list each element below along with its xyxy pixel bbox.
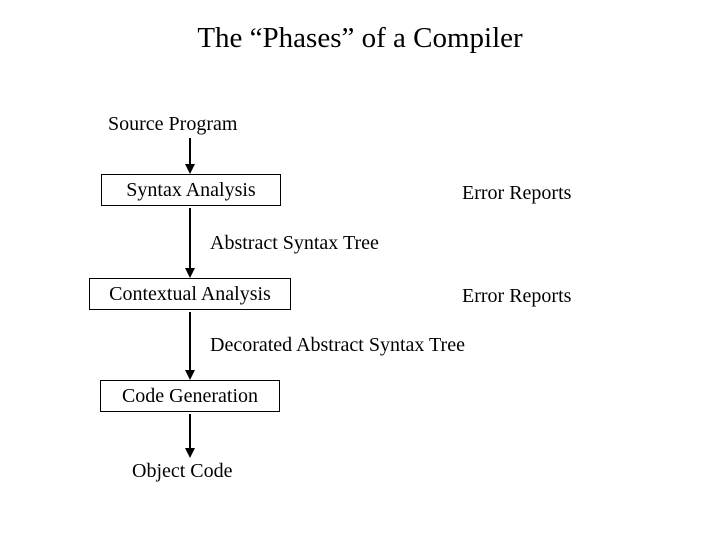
label-source-program: Source Program xyxy=(108,113,237,136)
arrow-syntax-to-contextual xyxy=(184,208,196,278)
page-title: The “Phases” of a Compiler xyxy=(0,22,720,55)
label-abstract-syntax-tree: Abstract Syntax Tree xyxy=(210,232,379,255)
arrow-source-to-syntax xyxy=(184,138,196,174)
label-error-reports-2: Error Reports xyxy=(462,285,571,308)
box-contextual-analysis: Contextual Analysis xyxy=(89,278,291,310)
box-syntax-analysis: Syntax Analysis xyxy=(101,174,281,206)
label-object-code: Object Code xyxy=(132,460,233,483)
arrow-codegen-to-object xyxy=(184,414,196,458)
label-decorated-ast: Decorated Abstract Syntax Tree xyxy=(210,334,465,357)
arrow-contextual-to-codegen xyxy=(184,312,196,380)
box-code-generation: Code Generation xyxy=(100,380,280,412)
label-error-reports-1: Error Reports xyxy=(462,182,571,205)
